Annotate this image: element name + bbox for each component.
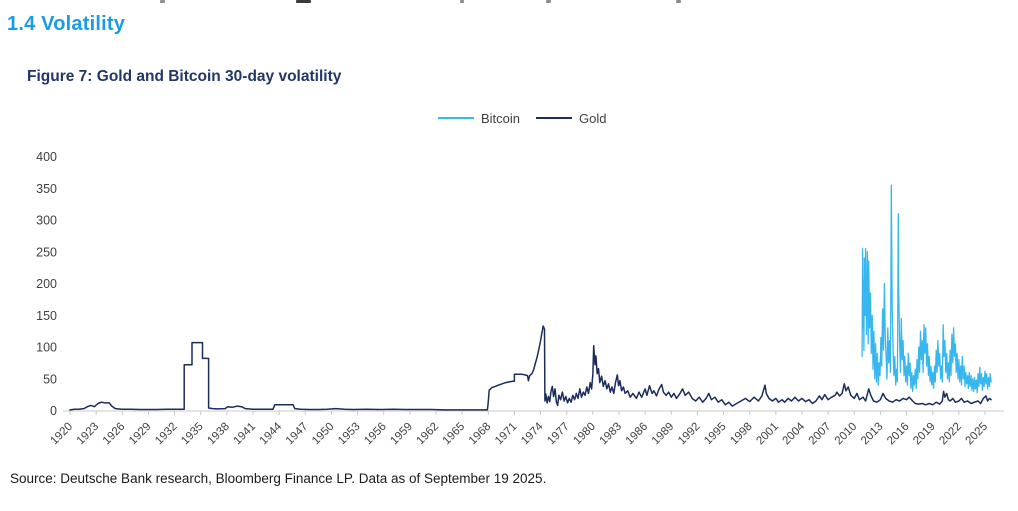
x-axis-tick-label: 1932 — [153, 421, 180, 448]
y-axis-tick-label: 0 — [50, 404, 57, 418]
x-axis-tick-label: 1941 — [232, 421, 259, 448]
x-axis-tick-label: 1938 — [205, 421, 232, 448]
x-axis-tick-label: 1998 — [728, 421, 755, 448]
x-axis-tick-label: 1944 — [258, 420, 285, 447]
x-axis-tick-label: 1950 — [310, 421, 337, 448]
x-axis-tick-label: 1959 — [388, 421, 415, 448]
x-axis-tick-label: 1971 — [493, 421, 520, 448]
y-axis-tick-label: 50 — [43, 372, 57, 386]
y-axis-tick-label: 100 — [36, 341, 57, 355]
x-axis-tick-label: 2019 — [911, 421, 938, 448]
figure-title: Figure 7: Gold and Bitcoin 30-day volati… — [27, 68, 342, 85]
cropped-text-artifact — [546, 0, 551, 3]
x-axis-tick-label: 1953 — [336, 421, 363, 448]
x-axis-tick-label: 2022 — [937, 421, 964, 448]
x-axis-tick-label: 2013 — [859, 421, 886, 448]
x-axis-tick-label: 2016 — [885, 421, 912, 448]
x-axis-tick-label: 1980 — [571, 421, 598, 448]
x-axis-tick-label: 1947 — [284, 421, 311, 448]
x-axis-tick-label: 1995 — [702, 421, 729, 448]
x-axis-tick-label: 2004 — [781, 420, 808, 447]
x-axis-tick-label: 1956 — [362, 421, 389, 448]
x-axis-tick-label: 1926 — [101, 421, 128, 448]
y-axis-tick-label: 350 — [36, 182, 57, 196]
y-axis-tick-label: 250 — [36, 245, 57, 259]
x-axis-tick-label: 1983 — [598, 421, 625, 448]
x-axis-tick-label: 1965 — [441, 421, 468, 448]
y-axis-tick-label: 400 — [36, 150, 57, 164]
legend-gold-line-swatch — [536, 117, 573, 119]
cropped-text-artifact — [296, 0, 311, 3]
x-axis-tick-label: 1929 — [127, 421, 154, 448]
x-axis-tick-label: 1974 — [519, 420, 546, 447]
gold-series-line — [69, 325, 992, 411]
chart-legend: Bitcoin Gold — [438, 110, 607, 126]
x-axis-tick-label: 1923 — [75, 421, 102, 448]
legend-label-bitcoin: Bitcoin — [481, 110, 521, 126]
x-axis-tick-label: 1962 — [415, 421, 442, 448]
x-axis-tick-label: 2007 — [807, 421, 834, 448]
cropped-text-artifact — [460, 0, 464, 3]
x-axis-tick-label: 1989 — [650, 421, 677, 448]
cropped-text-artifact — [160, 0, 165, 3]
x-axis-tick-label: 1968 — [467, 421, 494, 448]
y-axis-tick-label: 150 — [36, 309, 57, 323]
y-axis-tick-label: 200 — [36, 277, 57, 291]
legend-label-gold: Gold — [579, 110, 607, 126]
section-title: 1.4 Volatility — [7, 13, 126, 35]
x-axis-tick-label: 1977 — [545, 421, 572, 448]
x-axis-tick-label: 1920 — [49, 421, 76, 448]
x-axis-tick-label: 1935 — [179, 421, 206, 448]
source-note: Source: Deutsche Bank research, Bloomber… — [10, 471, 547, 486]
x-axis-tick-label: 2025 — [964, 421, 991, 448]
x-axis-tick-label: 1986 — [624, 421, 651, 448]
x-axis-tick-label: 2001 — [754, 421, 781, 448]
legend-item-bitcoin: Bitcoin — [438, 111, 520, 126]
legend-item-gold: Gold — [536, 110, 607, 126]
x-axis-tick-label: 1992 — [676, 421, 703, 448]
y-axis-tick-label: 300 — [36, 214, 57, 228]
legend-bitcoin-line-swatch — [438, 117, 474, 119]
x-axis-tick-label: 2010 — [833, 421, 860, 448]
cropped-text-artifact — [676, 0, 681, 3]
bitcoin-series-line — [861, 184, 992, 394]
